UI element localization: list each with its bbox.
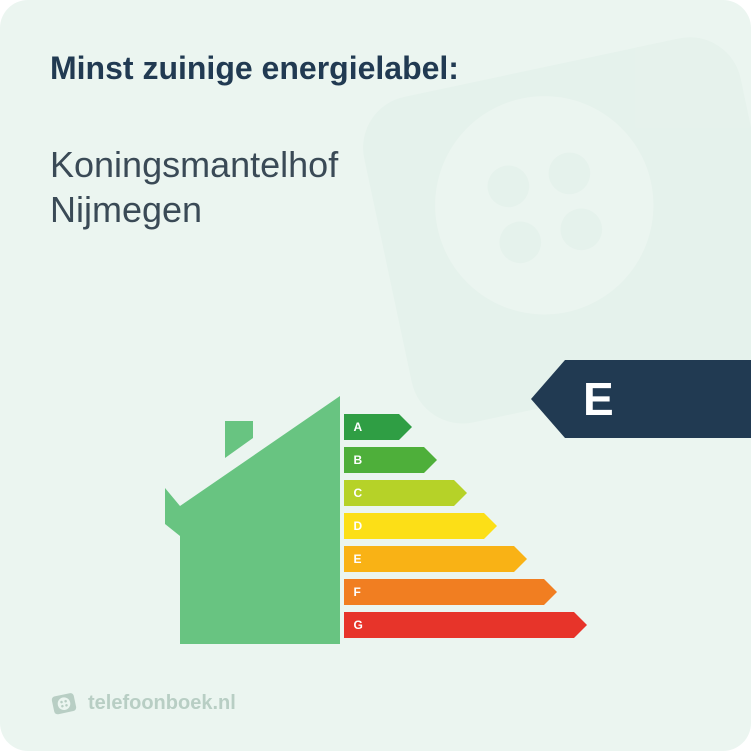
chevron-right-icon <box>454 480 467 506</box>
rating-badge: E <box>531 360 751 438</box>
energy-bar-label: E <box>354 552 362 566</box>
energy-bar-body: C <box>344 480 454 506</box>
chevron-right-icon <box>514 546 527 572</box>
chevron-right-icon <box>484 513 497 539</box>
energy-bar-b: B <box>344 447 587 473</box>
energy-bar-c: C <box>344 480 587 506</box>
chevron-right-icon <box>544 579 557 605</box>
energy-bar-label: C <box>354 486 363 500</box>
chevron-right-icon <box>399 414 412 440</box>
energy-bar-e: E <box>344 546 587 572</box>
subtitle-line2: Nijmegen <box>50 187 701 232</box>
energy-bars: A B C D E F G <box>344 414 587 638</box>
footer-brand-name: telefoonboek <box>88 692 212 714</box>
footer-brand-tld: .nl <box>212 692 235 714</box>
chevron-right-icon <box>424 447 437 473</box>
energy-bar-body: E <box>344 546 514 572</box>
energy-bar-label: D <box>354 519 363 533</box>
subtitle-line1: Koningsmantelhof <box>50 142 701 187</box>
energy-bar-label: G <box>354 618 363 632</box>
rating-body: E <box>565 360 751 438</box>
energy-bar-label: F <box>354 585 361 599</box>
energy-bar-body: G <box>344 612 574 638</box>
energy-bar-body: D <box>344 513 484 539</box>
card: Minst zuinige energielabel: Koningsmante… <box>0 0 751 751</box>
rating-letter: E <box>583 372 614 426</box>
rating-arrow-icon <box>531 360 565 438</box>
energy-bar-d: D <box>344 513 587 539</box>
footer-text: telefoonboek.nl <box>88 692 236 715</box>
page-title: Minst zuinige energielabel: <box>50 50 701 87</box>
energy-bar-label: A <box>354 420 363 434</box>
energy-bar-body: F <box>344 579 544 605</box>
house-icon <box>165 396 340 656</box>
energy-bar-f: F <box>344 579 587 605</box>
energy-bar-g: G <box>344 612 587 638</box>
energy-bar-body: A <box>344 414 399 440</box>
footer-brand: telefoonboek.nl <box>50 689 236 717</box>
subtitle: Koningsmantelhof Nijmegen <box>50 142 701 232</box>
energy-bar-label: B <box>354 453 363 467</box>
chevron-right-icon <box>574 612 587 638</box>
energy-bar-body: B <box>344 447 424 473</box>
phonebook-icon <box>50 689 78 717</box>
